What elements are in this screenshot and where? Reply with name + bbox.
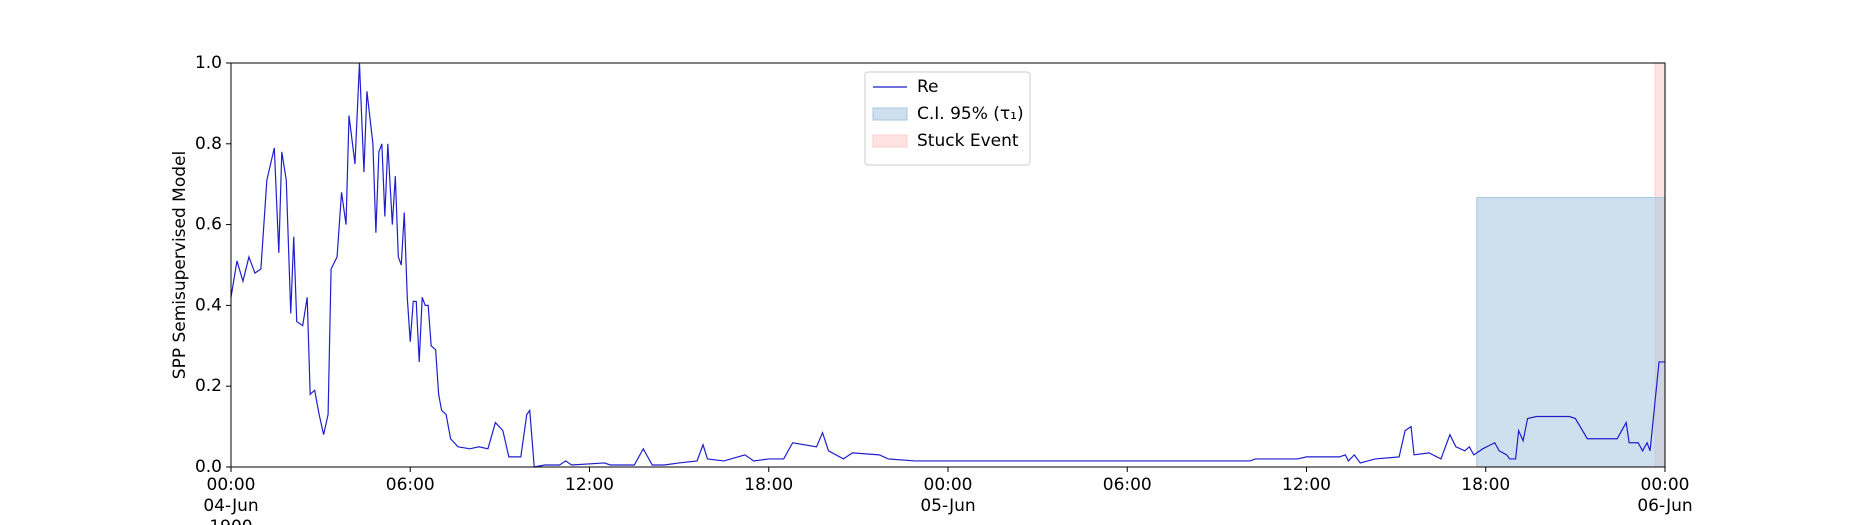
y-tick-label: 1.0	[195, 53, 222, 73]
line	[230, 62, 1665, 468]
x-tick-label: 18:00	[744, 475, 793, 495]
y-tick-label: 0.6	[195, 215, 222, 235]
y-axis-label: SPP Semisupervised Model	[170, 151, 190, 379]
x-tick-label: 00:00 06-Jun	[1637, 475, 1692, 516]
x-tick-label: 12:00	[565, 475, 614, 495]
legend-patch	[872, 134, 908, 148]
y-tick-label: 0.0	[195, 457, 222, 477]
y-tick-label: 0.4	[195, 295, 222, 315]
legend-label: C.I. 95% (τ₁)	[917, 104, 1024, 124]
x-tick-label: 06:00	[1103, 475, 1152, 495]
legend-label: Stuck Event	[917, 131, 1019, 151]
x-tick-label: 06:00	[386, 475, 435, 495]
legend-label: Re	[917, 77, 939, 97]
span	[1476, 197, 1666, 468]
x-tick-label: 12:00	[1282, 475, 1331, 495]
y-tick-label: 0.2	[195, 376, 222, 396]
x-tick-label: 18:00	[1461, 475, 1510, 495]
x-tick-label: 00:00 05-Jun	[920, 475, 975, 516]
y-tick-label: 0.8	[195, 134, 222, 154]
legend-patch	[872, 107, 908, 121]
